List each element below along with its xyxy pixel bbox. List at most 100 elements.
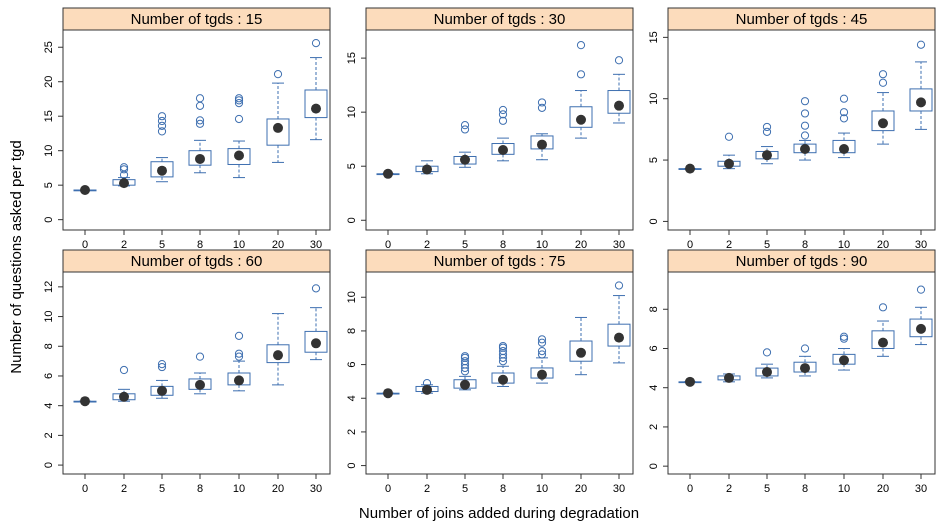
box-0 <box>678 163 702 174</box>
outlier-point <box>234 94 244 103</box>
x-tick-label: 0 <box>385 483 391 495</box>
outlier-point <box>916 40 926 49</box>
median-point <box>878 118 888 129</box>
y-tick-label: 0 <box>648 463 660 469</box>
outlier-point <box>614 281 624 290</box>
x-tick-label: 20 <box>272 483 284 495</box>
y-tick-label: 10 <box>346 106 358 118</box>
x-axis-label: Number of joins added during degradation <box>359 505 639 522</box>
x-tick-label: 30 <box>915 239 927 251</box>
x-tick-label: 2 <box>424 483 430 495</box>
box-10 <box>530 98 554 161</box>
outlier-point <box>800 131 810 140</box>
panel-frame <box>62 29 331 231</box>
outlier-point <box>498 347 508 356</box>
panel-title: Number of tgds : 30 <box>434 11 566 28</box>
outlier-point <box>916 285 926 294</box>
box-30 <box>607 281 631 364</box>
iqr-box <box>304 330 328 353</box>
outlier-point <box>537 350 547 359</box>
median-point <box>273 122 283 133</box>
outlier-point <box>614 56 624 65</box>
median-point <box>195 153 205 164</box>
y-tick-label: 2 <box>648 424 660 430</box>
x-tick-label: 8 <box>197 483 203 495</box>
x-tick-label: 0 <box>687 239 693 251</box>
median-point <box>614 332 624 343</box>
y-tick-label: 0 <box>346 217 358 223</box>
outlier-point <box>460 125 470 134</box>
outlier-point <box>762 127 772 136</box>
iqr-box <box>266 344 290 364</box>
box-10 <box>832 332 856 371</box>
median-point <box>537 369 547 380</box>
outlier-point <box>537 103 547 112</box>
median-point <box>311 338 321 349</box>
box-20 <box>266 70 290 163</box>
outlier-point <box>762 122 772 132</box>
y-tick-label: 4 <box>43 403 55 409</box>
iqr-box <box>304 89 328 119</box>
iqr-box <box>150 161 174 178</box>
panel-frame <box>62 271 331 475</box>
median-point <box>724 158 734 169</box>
median-point <box>498 145 508 155</box>
iqr-box <box>909 318 933 338</box>
y-tick-label: 2 <box>346 429 358 435</box>
x-tick-label: 30 <box>613 239 625 251</box>
outlier-point <box>537 347 547 356</box>
outlier-point <box>839 94 849 103</box>
y-tick-label: 5 <box>648 157 660 163</box>
x-tick-label: 0 <box>82 239 88 251</box>
median-point <box>422 384 432 395</box>
panel-title: Number of tgds : 75 <box>434 253 566 270</box>
box-30 <box>909 40 933 130</box>
box-5 <box>755 122 779 165</box>
panel: Number of tgds : 45 0 5 10 15 0 2 5 8 10 20 30 <box>648 7 936 251</box>
median-point <box>537 139 547 150</box>
y-tick-label: 8 <box>648 306 660 312</box>
x-tick-label: 0 <box>385 239 391 251</box>
iqr-box <box>871 110 895 132</box>
box-20 <box>569 316 593 376</box>
outlier-point <box>119 163 129 172</box>
median-point <box>498 374 508 385</box>
outlier-point <box>576 70 586 79</box>
box-8 <box>188 352 212 395</box>
outlier-point <box>157 112 167 121</box>
median-point <box>576 114 586 125</box>
outlier-point <box>498 116 508 125</box>
x-tick-label: 20 <box>877 483 889 495</box>
x-tick-label: 2 <box>424 239 430 251</box>
x-tick-label: 10 <box>838 483 850 495</box>
iqr-box <box>909 88 933 112</box>
median-point <box>383 168 393 179</box>
median-point <box>273 350 283 361</box>
y-tick-label: 6 <box>648 345 660 351</box>
box-30 <box>304 284 328 361</box>
box-0 <box>73 396 97 407</box>
box-8 <box>188 94 212 174</box>
iqr-box <box>266 118 290 146</box>
panel: Number of tgds : 60 0 2 4 6 8 10 12 0 2 5 8 10 20 30 <box>43 249 331 495</box>
y-tick-label: 8 <box>346 328 358 334</box>
median-point <box>724 372 734 383</box>
median-point <box>311 103 321 114</box>
x-tick-label: 8 <box>500 483 506 495</box>
box-10 <box>832 94 856 159</box>
iqr-box <box>607 323 631 347</box>
outlier-point <box>800 97 810 106</box>
outlier-point <box>800 121 810 130</box>
y-tick-label: 0 <box>346 463 358 469</box>
x-tick-label: 30 <box>310 239 322 251</box>
panel-frame <box>667 29 936 231</box>
box-2 <box>415 379 439 395</box>
median-point <box>762 367 772 378</box>
outlier-point <box>157 362 167 372</box>
median-point <box>195 379 205 390</box>
x-tick-label: 5 <box>764 239 770 251</box>
box-2 <box>112 163 136 189</box>
